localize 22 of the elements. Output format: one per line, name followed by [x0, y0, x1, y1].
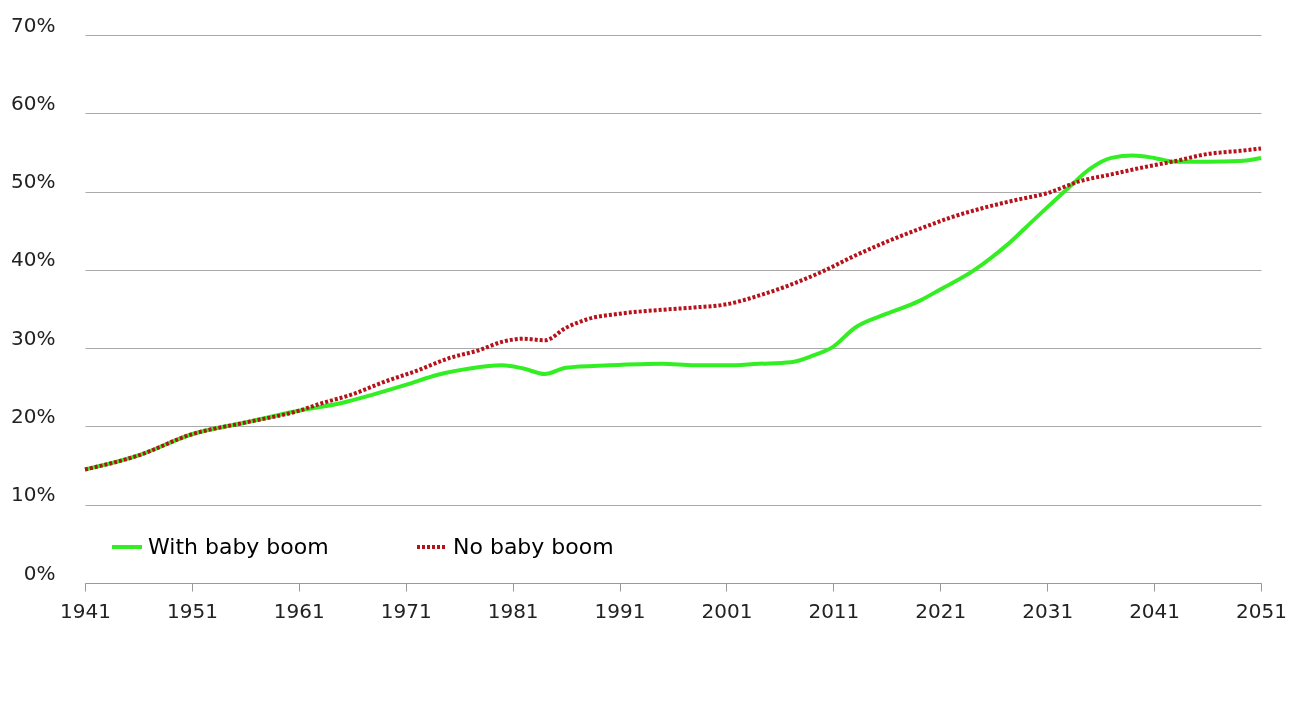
y-tick-label: 50% — [11, 169, 56, 194]
x-tick-label: 1971 — [380, 598, 432, 623]
y-tick-label: 60% — [11, 90, 56, 115]
x-tick-label: 1981 — [487, 598, 539, 623]
y-tick-label: 0% — [23, 560, 56, 585]
x-tick-label: 2041 — [1129, 598, 1181, 623]
x-tick-label: 2021 — [915, 598, 967, 623]
y-tick-label: 10% — [11, 482, 56, 507]
x-tick-label: 2051 — [1236, 598, 1287, 623]
y-tick-label: 70% — [11, 12, 56, 37]
x-tick-label: 1961 — [273, 598, 325, 623]
legend-label: No baby boom — [453, 534, 614, 559]
y-tick-label: 30% — [11, 325, 56, 350]
y-tick-label: 40% — [11, 247, 56, 272]
x-tick-label: 2011 — [808, 598, 860, 623]
x-tick-label: 1991 — [594, 598, 646, 623]
x-tick-label: 1951 — [166, 598, 218, 623]
legend-label: With baby boom — [148, 534, 329, 559]
x-tick-label: 2001 — [701, 598, 753, 623]
y-tick-label: 20% — [11, 403, 56, 428]
x-tick-label: 2031 — [1022, 598, 1074, 623]
x-tick-label: 1941 — [60, 598, 111, 623]
